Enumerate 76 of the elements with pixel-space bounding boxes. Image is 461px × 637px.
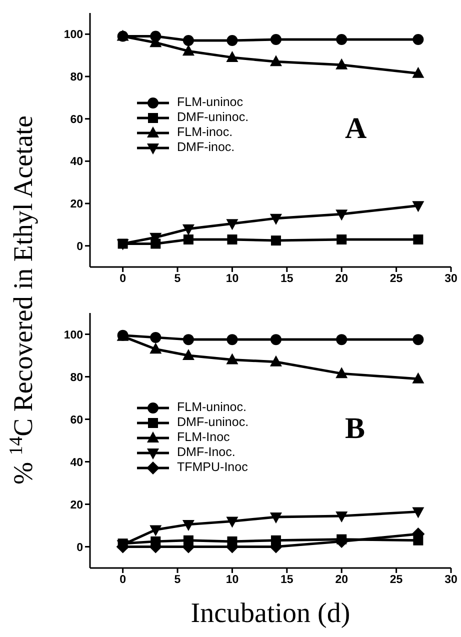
y-tick-label: 80 <box>70 372 83 384</box>
point <box>182 520 194 531</box>
point <box>412 507 424 518</box>
point <box>270 214 282 225</box>
y-tick-label: 100 <box>64 29 83 42</box>
x-tick-label: 0 <box>120 574 126 586</box>
legend-label: DMF-uninoc. <box>177 110 249 125</box>
point <box>270 34 282 45</box>
legend-label: DMF-inoc. <box>177 140 235 155</box>
point <box>150 332 162 343</box>
y-tick-label: 40 <box>70 456 83 469</box>
x-tick-label: 30 <box>444 273 458 286</box>
x-tick-label: 25 <box>390 273 404 286</box>
legend-label: FLM-uninoc <box>177 95 243 110</box>
x-tick-label: 20 <box>335 574 348 586</box>
point <box>412 372 424 384</box>
point <box>270 236 281 246</box>
point <box>182 35 194 46</box>
y-tick-label: 20 <box>70 499 83 512</box>
x-tick-label: 25 <box>390 574 404 586</box>
point <box>412 201 424 212</box>
point <box>336 334 348 346</box>
y-tick-label: 20 <box>70 198 83 211</box>
point <box>412 334 424 346</box>
point <box>412 66 424 78</box>
legend-label: DMF-Inoc. <box>177 445 236 460</box>
legend-label: FLM-uninoc. <box>177 400 246 415</box>
x-tick-label: 10 <box>226 574 239 586</box>
x-tick-label: 30 <box>444 574 458 586</box>
point <box>227 234 238 244</box>
x-axis-title: Incubation (d) <box>190 598 352 630</box>
annotation: A <box>345 112 367 146</box>
point <box>183 234 194 244</box>
point <box>226 35 238 46</box>
point <box>150 525 162 536</box>
point <box>270 334 282 346</box>
point <box>412 34 424 45</box>
point <box>336 58 348 70</box>
y-tick-label: 0 <box>76 542 83 554</box>
point <box>226 353 238 364</box>
annotation: B <box>345 412 366 446</box>
point <box>336 511 348 522</box>
x-tick-label: 5 <box>174 273 182 286</box>
point <box>182 224 194 236</box>
legend-label: TFMPU-Inoc <box>177 460 248 475</box>
point <box>182 334 194 346</box>
legend-label: DMF-uninoc. <box>177 415 249 430</box>
legend-label: FLM-Inoc <box>177 430 230 445</box>
y-tick-label: 100 <box>64 329 83 342</box>
x-tick-label: 0 <box>120 273 126 286</box>
point <box>336 210 348 221</box>
x-tick-label: 15 <box>280 574 294 586</box>
y-tick-label: 0 <box>76 240 83 253</box>
legend-label: FLM-inoc. <box>177 125 233 140</box>
point <box>226 516 238 528</box>
point <box>270 512 282 524</box>
point <box>270 355 282 366</box>
y-tick-label: 60 <box>70 114 83 126</box>
point <box>413 234 424 244</box>
point <box>270 55 282 66</box>
y-tick-label: 80 <box>70 72 83 84</box>
point <box>336 367 348 378</box>
point <box>226 219 238 230</box>
x-tick-label: 5 <box>174 574 182 586</box>
point <box>336 234 347 244</box>
point <box>226 50 238 62</box>
point <box>182 349 194 360</box>
x-tick-label: 20 <box>335 273 348 286</box>
x-tick-label: 15 <box>280 273 294 286</box>
y-tick-label: 40 <box>70 156 83 168</box>
x-tick-label: 10 <box>226 273 239 286</box>
point <box>226 334 238 346</box>
point <box>336 34 348 45</box>
point <box>150 342 162 354</box>
y-tick-label: 60 <box>70 414 83 426</box>
point <box>182 44 194 56</box>
